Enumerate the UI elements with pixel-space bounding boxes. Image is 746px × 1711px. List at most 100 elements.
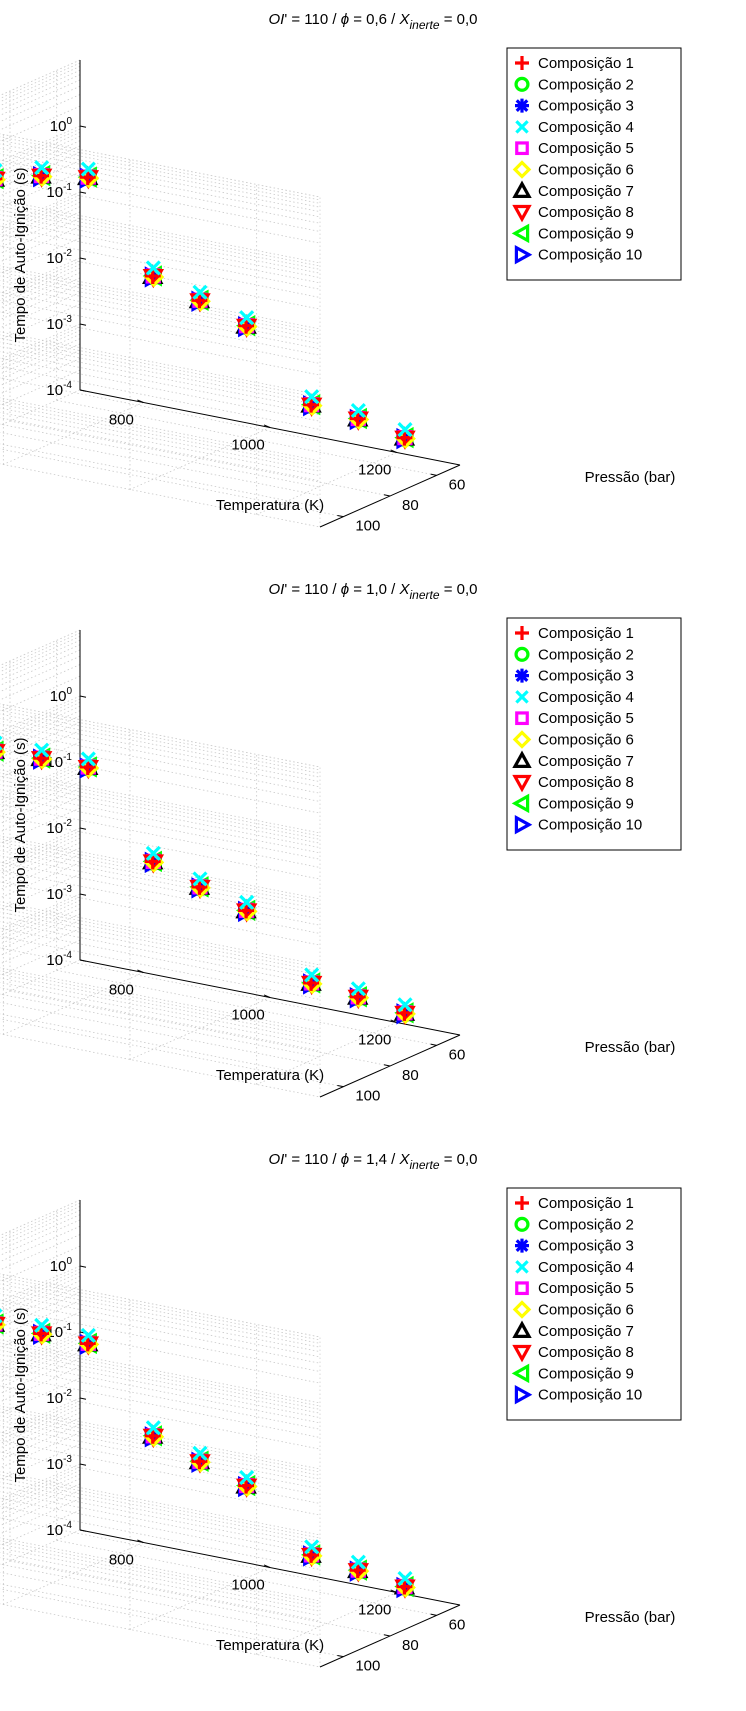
data-point-cluster	[30, 742, 53, 771]
z-tick-label: 10-3	[46, 884, 72, 903]
legend-label: Composição 1	[538, 55, 634, 72]
z-tick-label: 100	[50, 1256, 73, 1275]
x-tick-label: 1200	[358, 1602, 391, 1619]
grid-line	[0, 397, 321, 462]
grid-line	[0, 1491, 321, 1556]
y-tick-label: 60	[449, 1616, 466, 1633]
grid-line	[0, 764, 81, 801]
z-tick-label: 100	[50, 116, 73, 135]
grid-line	[256, 452, 397, 515]
grid-line	[56, 399, 437, 476]
legend-marker	[514, 646, 530, 662]
grid-line	[9, 420, 391, 497]
chart-panel-3: 10-4 10-3 10-2 10-1 100 800 1000 1200 60 80 100 Tem…	[0, 1140, 746, 1710]
grid-line	[0, 217, 81, 255]
legend-label: Composição 7	[538, 183, 634, 200]
grid-line	[0, 1272, 81, 1309]
grid-line	[0, 779, 321, 844]
grid-line	[0, 1209, 81, 1247]
legend-marker	[512, 750, 532, 768]
grid-line	[129, 997, 271, 1060]
grid-line	[0, 299, 321, 364]
grid-line	[0, 1199, 81, 1236]
grid-line	[0, 66, 81, 103]
legend-label: Composição 4	[538, 119, 634, 136]
grid-line	[0, 349, 81, 387]
y-tick	[430, 1613, 437, 1616]
z-tick-label: 10-4	[46, 1520, 72, 1539]
z-tick-label: 10-2	[46, 1388, 72, 1407]
grid-line	[0, 1349, 321, 1414]
grid-line	[0, 1473, 81, 1511]
grid-line	[0, 702, 81, 739]
grid-line	[0, 815, 321, 880]
grid-line	[0, 1463, 81, 1500]
grid-line	[256, 1022, 397, 1085]
point-marker	[397, 997, 413, 1013]
y-tick-label: 100	[355, 1088, 380, 1105]
x-tick-label: 1000	[231, 437, 264, 454]
grid-line	[0, 417, 321, 482]
grid-line	[0, 1283, 321, 1348]
grid-line	[0, 959, 81, 996]
grid-line	[56, 1539, 437, 1616]
y-axis-label: Pressão (bar)	[585, 1609, 676, 1626]
data-point-cluster	[393, 997, 416, 1026]
grid-line	[0, 105, 81, 142]
grid-line	[0, 1405, 321, 1470]
grid-line	[0, 1483, 81, 1520]
legend-label: Composição 3	[538, 668, 634, 685]
legend-label: Composição 2	[538, 1216, 634, 1233]
data-point-cluster	[393, 422, 416, 450]
z-tick-label: 10-1	[46, 182, 72, 201]
data-point-cluster	[347, 981, 370, 1010]
data-point-cluster	[142, 260, 165, 289]
grid-line	[0, 1478, 81, 1515]
legend-marker	[514, 814, 533, 835]
grid-line	[0, 1311, 81, 1348]
grid-line	[0, 448, 344, 518]
grid-line	[0, 1219, 81, 1256]
grid-line	[0, 1408, 321, 1473]
legend-label: Composição 8	[538, 774, 634, 791]
grid-line	[0, 1439, 321, 1504]
grid-line	[0, 407, 321, 472]
grid-line	[0, 1365, 321, 1430]
legend-marker	[514, 1216, 530, 1232]
legend-label: Composição 5	[538, 710, 634, 727]
grid-line	[0, 939, 81, 976]
grid-line	[0, 675, 81, 712]
x-tick	[390, 1019, 397, 1023]
grid-line	[0, 209, 321, 274]
legend-label: Composição 1	[538, 625, 634, 642]
data-point-cluster	[142, 1420, 165, 1449]
y-tick-label: 80	[402, 1637, 419, 1654]
grid-line	[0, 761, 81, 798]
grid-line	[0, 796, 81, 833]
point-marker	[350, 1554, 366, 1570]
z-tick-label: 10-3	[46, 1454, 72, 1473]
legend-marker	[512, 1300, 532, 1319]
grid-line	[0, 741, 81, 778]
legend-marker	[511, 793, 530, 814]
grid-line	[0, 664, 81, 701]
legend-marker	[515, 1196, 529, 1210]
z-tick-label: 10-1	[46, 1322, 72, 1341]
z-tick	[79, 893, 87, 896]
data-point-cluster	[300, 1539, 323, 1568]
legend-box	[506, 617, 682, 851]
grid-line	[0, 1338, 81, 1375]
z-tick	[79, 1529, 87, 1532]
point-marker	[304, 389, 320, 405]
grid-line	[0, 947, 321, 1012]
grid-line	[0, 1443, 81, 1480]
grid-line	[0, 1357, 81, 1395]
grid-line	[0, 1366, 81, 1403]
grid-line	[0, 79, 81, 116]
legend-marker	[512, 180, 532, 198]
point-marker	[192, 284, 208, 300]
grid-line	[0, 159, 321, 224]
grid-line	[0, 143, 321, 208]
